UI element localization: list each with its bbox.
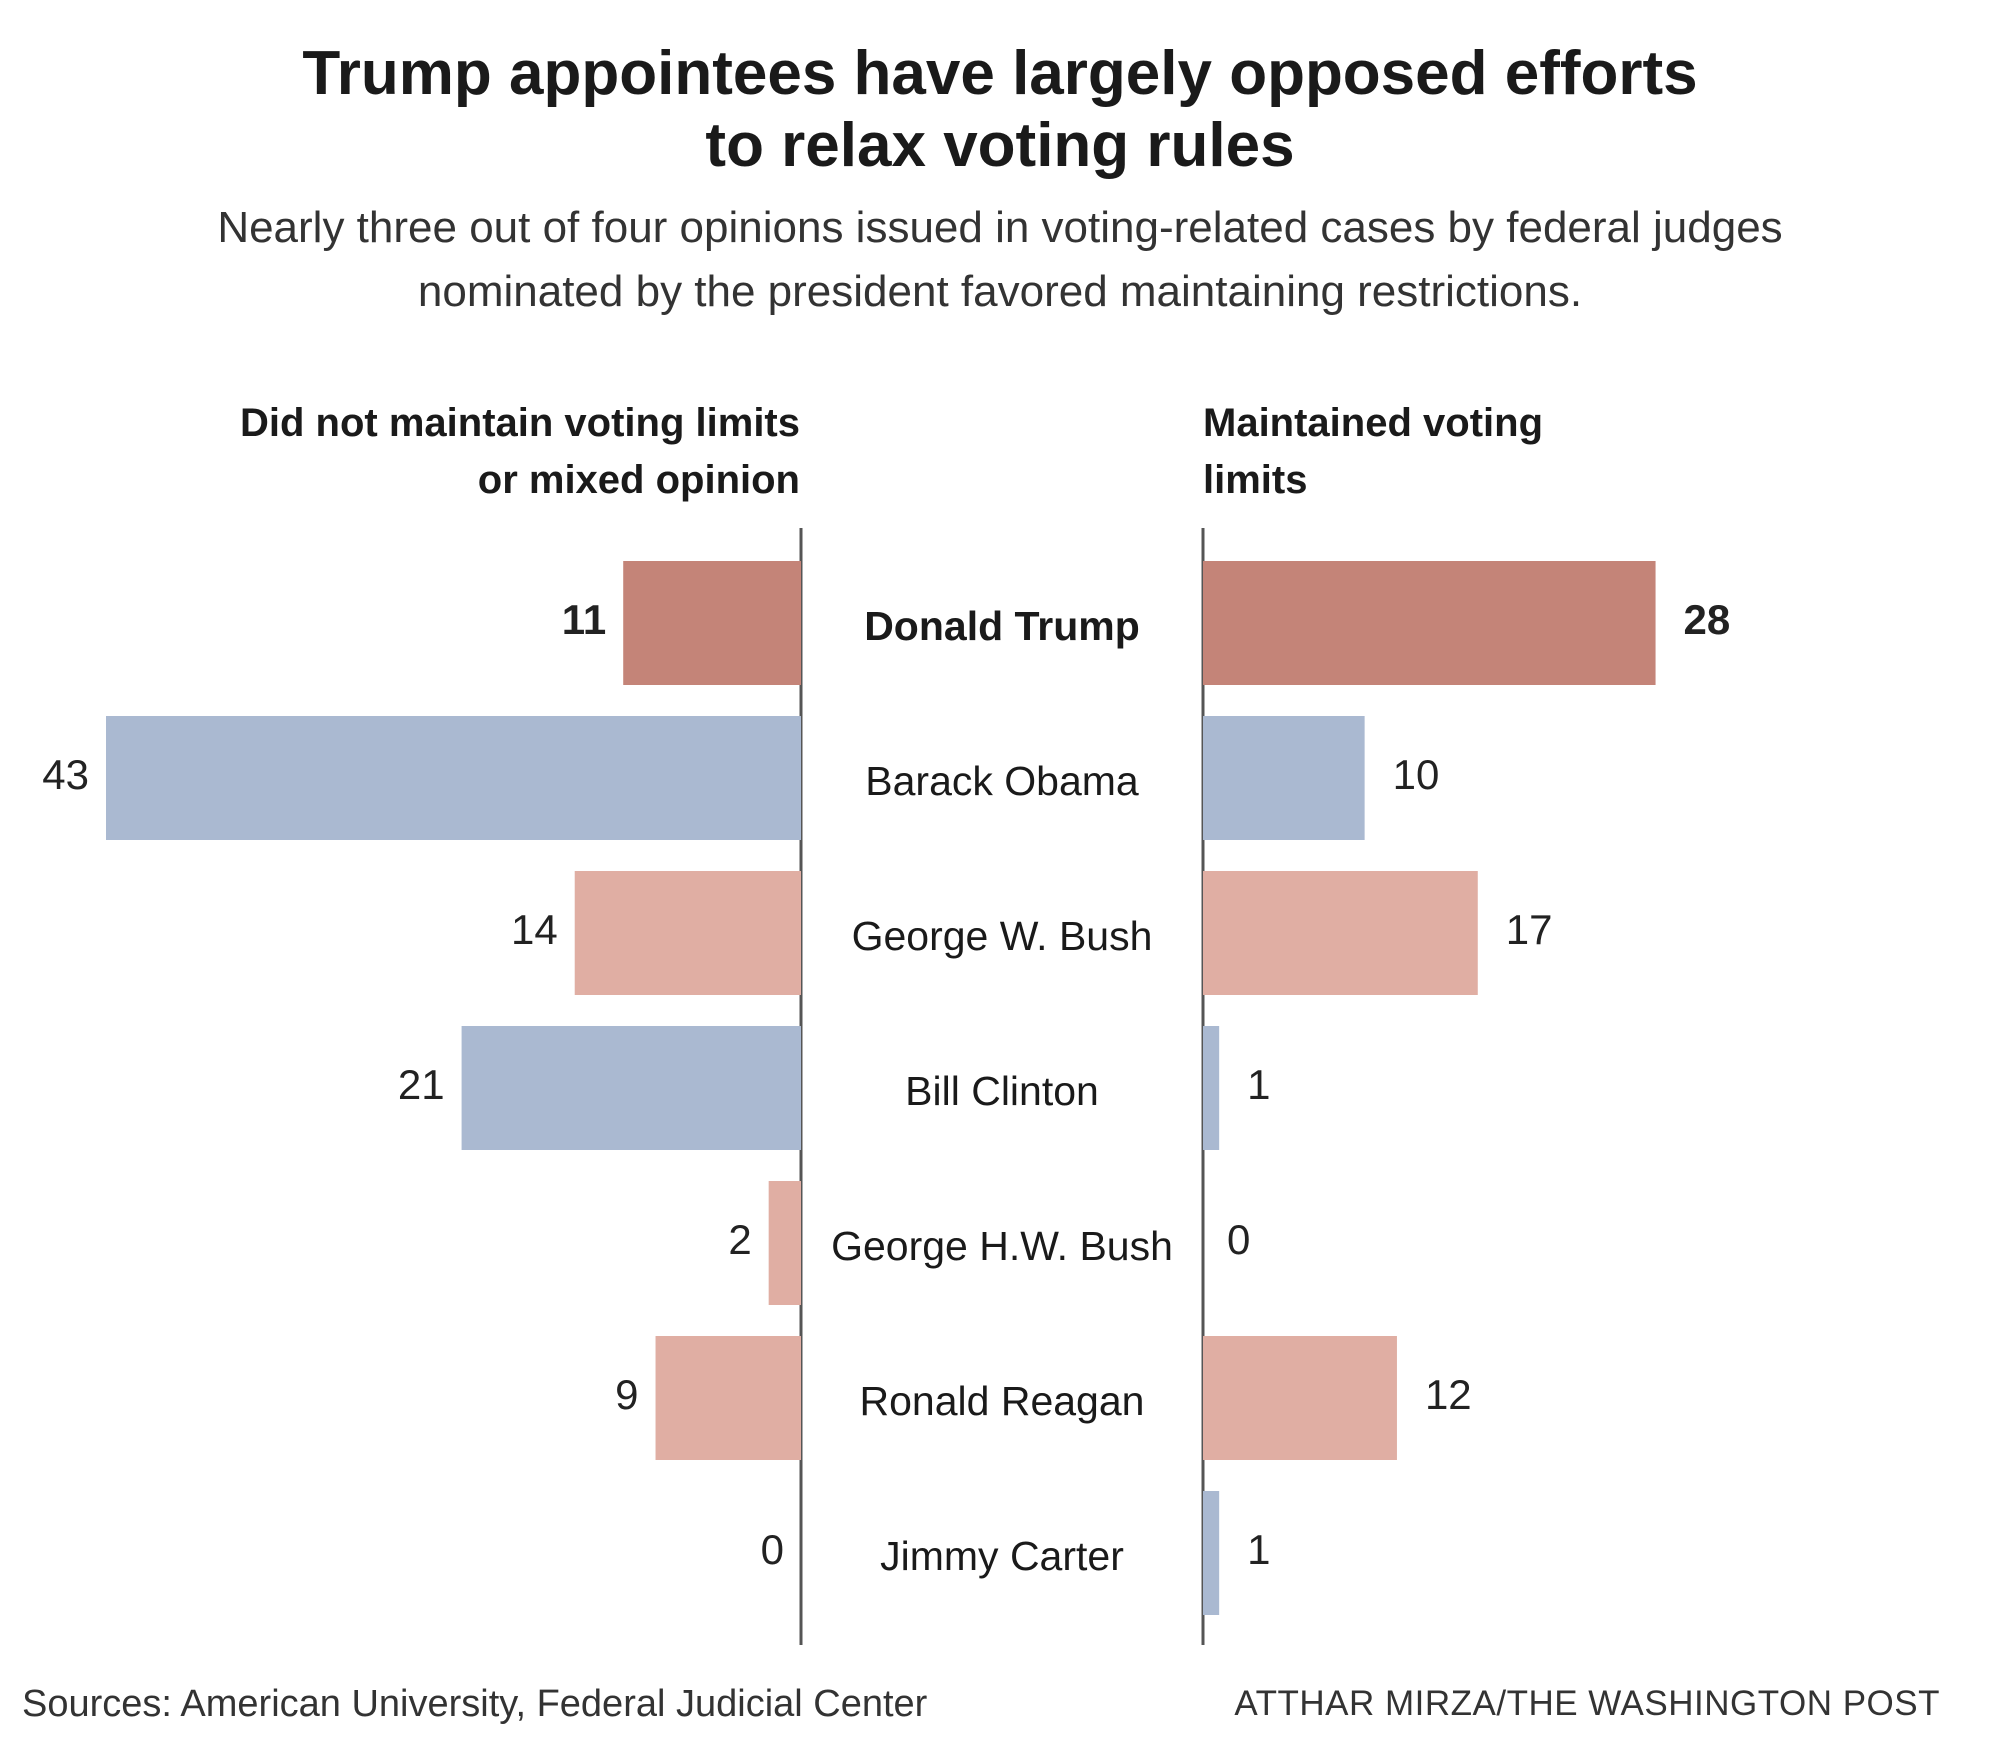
- value-label-right-ronald-reagan: 12: [1425, 1371, 1472, 1418]
- bar-left-george-w-bush: [574, 871, 801, 995]
- value-label-left-jimmy-carter: 0: [761, 1526, 784, 1573]
- value-label-right-george-w-bush: 17: [1506, 906, 1553, 953]
- left-header-line-2: or mixed opinion: [477, 458, 800, 502]
- bar-right-barack-obama: [1203, 716, 1365, 840]
- chart-title: Trump appointees have largely opposed ef…: [0, 38, 2000, 182]
- bar-right-jimmy-carter: [1203, 1491, 1220, 1615]
- category-label-donald-trump: Donald Trump: [864, 603, 1140, 649]
- value-label-right-george-h-w-bush: 0: [1227, 1216, 1250, 1263]
- bar-left-ronald-reagan: [655, 1336, 801, 1460]
- bar-left-donald-trump: [623, 561, 801, 685]
- title-line-2: to relax voting rules: [705, 111, 1295, 180]
- right-header-line-1: Maintained voting: [1203, 401, 1543, 445]
- right-header-line-2: limits: [1203, 458, 1308, 502]
- bar-right-bill-clinton: [1203, 1026, 1220, 1150]
- right-column-header: Maintained voting limits: [1203, 395, 1703, 509]
- category-label-george-w-bush: George W. Bush: [852, 913, 1153, 959]
- subtitle-line-1: Nearly three out of four opinions issued…: [217, 203, 1783, 252]
- value-label-right-jimmy-carter: 1: [1247, 1526, 1270, 1573]
- bar-left-bill-clinton: [461, 1026, 801, 1150]
- bar-left-george-h-w-bush: [768, 1181, 801, 1305]
- value-label-right-barack-obama: 10: [1393, 751, 1440, 798]
- bar-right-george-w-bush: [1203, 871, 1478, 995]
- value-label-left-ronald-reagan: 9: [615, 1371, 638, 1418]
- source-note: Sources: American University, Federal Ju…: [22, 1683, 928, 1725]
- category-label-jimmy-carter: Jimmy Carter: [880, 1533, 1124, 1579]
- value-label-right-donald-trump: 28: [1684, 596, 1731, 643]
- category-label-barack-obama: Barack Obama: [865, 758, 1139, 804]
- value-label-left-george-w-bush: 14: [511, 906, 558, 953]
- bar-left-barack-obama: [106, 716, 801, 840]
- left-column-header: Did not maintain voting limits or mixed …: [100, 395, 800, 509]
- category-label-george-h-w-bush: George H.W. Bush: [831, 1223, 1173, 1269]
- title-line-1: Trump appointees have largely opposed ef…: [302, 39, 1698, 108]
- bar-right-donald-trump: [1203, 561, 1656, 685]
- category-label-ronald-reagan: Ronald Reagan: [860, 1378, 1145, 1424]
- value-label-left-bill-clinton: 21: [398, 1061, 445, 1108]
- chart-subtitle: Nearly three out of four opinions issued…: [0, 196, 2000, 324]
- value-label-left-barack-obama: 43: [42, 751, 89, 798]
- category-label-bill-clinton: Bill Clinton: [905, 1068, 1099, 1114]
- left-header-line-1: Did not maintain voting limits: [240, 401, 800, 445]
- bar-right-ronald-reagan: [1203, 1336, 1397, 1460]
- value-label-left-george-h-w-bush: 2: [728, 1216, 751, 1263]
- subtitle-line-2: nominated by the president favored maint…: [417, 267, 1583, 316]
- credit-line: ATTHAR MIRZA/THE WASHINGTON POST: [1234, 1684, 1940, 1723]
- value-label-left-donald-trump: 11: [562, 596, 606, 643]
- value-label-right-bill-clinton: 1: [1247, 1061, 1270, 1108]
